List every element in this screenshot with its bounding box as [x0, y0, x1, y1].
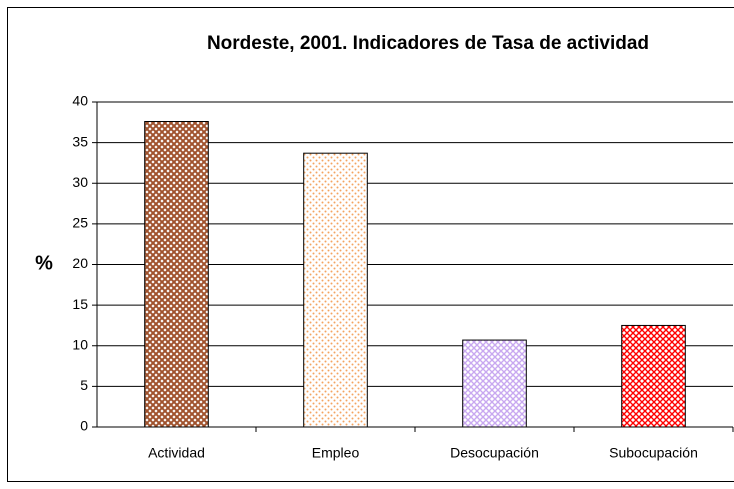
y-tick-label: 20	[72, 255, 88, 271]
y-tick-label: 5	[80, 377, 88, 393]
bar	[303, 152, 368, 428]
bar	[144, 121, 209, 428]
chart-title: Nordeste, 2001. Indicadores de Tasa de a…	[207, 33, 649, 54]
x-tick-label: Actividad	[148, 445, 205, 461]
y-tick-label: 10	[72, 336, 88, 352]
x-tick-label: Desocupación	[450, 445, 539, 461]
bar	[621, 324, 686, 428]
chart-frame	[7, 7, 734, 482]
y-axis-label: %	[35, 252, 53, 274]
x-tick-label: Subocupación	[609, 445, 698, 461]
x-tick-label: Empleo	[312, 445, 360, 461]
y-tick-label: 25	[72, 215, 88, 231]
y-tick-label: 30	[72, 174, 88, 190]
y-tick-label: 15	[72, 296, 88, 312]
bar	[462, 339, 527, 428]
y-tick-label: 35	[72, 133, 88, 149]
y-tick-label: 0	[80, 418, 88, 434]
y-tick-label: 40	[72, 93, 88, 109]
